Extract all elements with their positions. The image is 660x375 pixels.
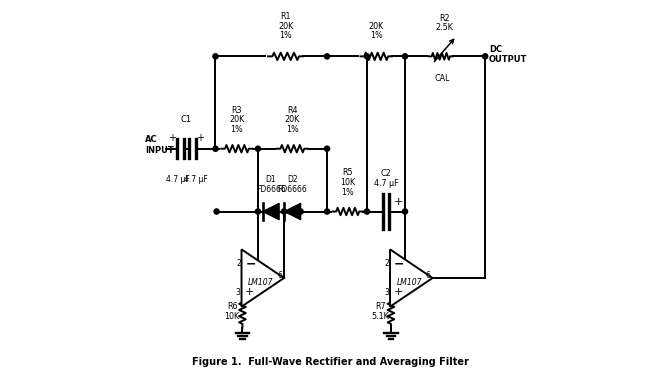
Text: 20K
1%: 20K 1% bbox=[368, 22, 384, 40]
Polygon shape bbox=[284, 203, 300, 220]
Polygon shape bbox=[242, 249, 284, 307]
Circle shape bbox=[325, 146, 329, 151]
Text: R3
20K
1%: R3 20K 1% bbox=[229, 105, 244, 134]
Circle shape bbox=[403, 209, 408, 214]
Text: R6
10K: R6 10K bbox=[224, 302, 240, 321]
Circle shape bbox=[364, 54, 370, 59]
Text: LM107: LM107 bbox=[397, 278, 422, 287]
Circle shape bbox=[281, 209, 286, 214]
Circle shape bbox=[403, 54, 408, 59]
Text: AC
INPUT: AC INPUT bbox=[145, 135, 174, 155]
Text: R4
20K
1%: R4 20K 1% bbox=[284, 105, 300, 134]
Circle shape bbox=[255, 209, 261, 214]
Circle shape bbox=[298, 209, 303, 214]
Text: C2
4.7 μF: C2 4.7 μF bbox=[374, 169, 399, 188]
Text: D2
FD6666: D2 FD6666 bbox=[278, 175, 308, 194]
Text: 4.7 μF: 4.7 μF bbox=[166, 175, 189, 184]
Circle shape bbox=[255, 146, 261, 151]
Text: R7
5.1K: R7 5.1K bbox=[372, 302, 389, 321]
Text: +: + bbox=[393, 197, 403, 207]
Text: C1: C1 bbox=[181, 115, 192, 124]
Text: Figure 1.  Full-Wave Rectifier and Averaging Filter: Figure 1. Full-Wave Rectifier and Averag… bbox=[191, 357, 469, 367]
Text: +: + bbox=[196, 133, 204, 142]
Polygon shape bbox=[263, 203, 279, 220]
Text: CAL: CAL bbox=[435, 74, 450, 83]
Circle shape bbox=[214, 209, 219, 214]
Text: +: + bbox=[168, 133, 176, 142]
Polygon shape bbox=[390, 249, 432, 307]
Text: 6: 6 bbox=[277, 270, 282, 279]
Text: D1
FD6666: D1 FD6666 bbox=[256, 175, 286, 194]
Text: 2: 2 bbox=[385, 259, 389, 268]
Circle shape bbox=[364, 209, 370, 214]
Text: R1
20K
1%: R1 20K 1% bbox=[278, 12, 293, 40]
Text: 3: 3 bbox=[236, 288, 241, 297]
Circle shape bbox=[325, 54, 329, 59]
Text: DC
OUTPUT: DC OUTPUT bbox=[489, 45, 527, 64]
Text: 2: 2 bbox=[236, 259, 241, 268]
Text: 6: 6 bbox=[426, 270, 431, 279]
Text: 3: 3 bbox=[384, 288, 389, 297]
Text: +: + bbox=[394, 286, 403, 297]
Circle shape bbox=[213, 146, 218, 151]
Text: −: − bbox=[246, 258, 255, 271]
Text: LM107: LM107 bbox=[248, 278, 274, 287]
Circle shape bbox=[325, 209, 329, 214]
Text: 4.7 μF: 4.7 μF bbox=[183, 175, 207, 184]
Text: R5
10K
1%: R5 10K 1% bbox=[340, 168, 355, 197]
Text: −: − bbox=[394, 258, 404, 271]
Circle shape bbox=[213, 54, 218, 59]
Circle shape bbox=[482, 54, 488, 59]
Text: R2
2.5K: R2 2.5K bbox=[436, 13, 453, 32]
Text: +: + bbox=[246, 286, 255, 297]
